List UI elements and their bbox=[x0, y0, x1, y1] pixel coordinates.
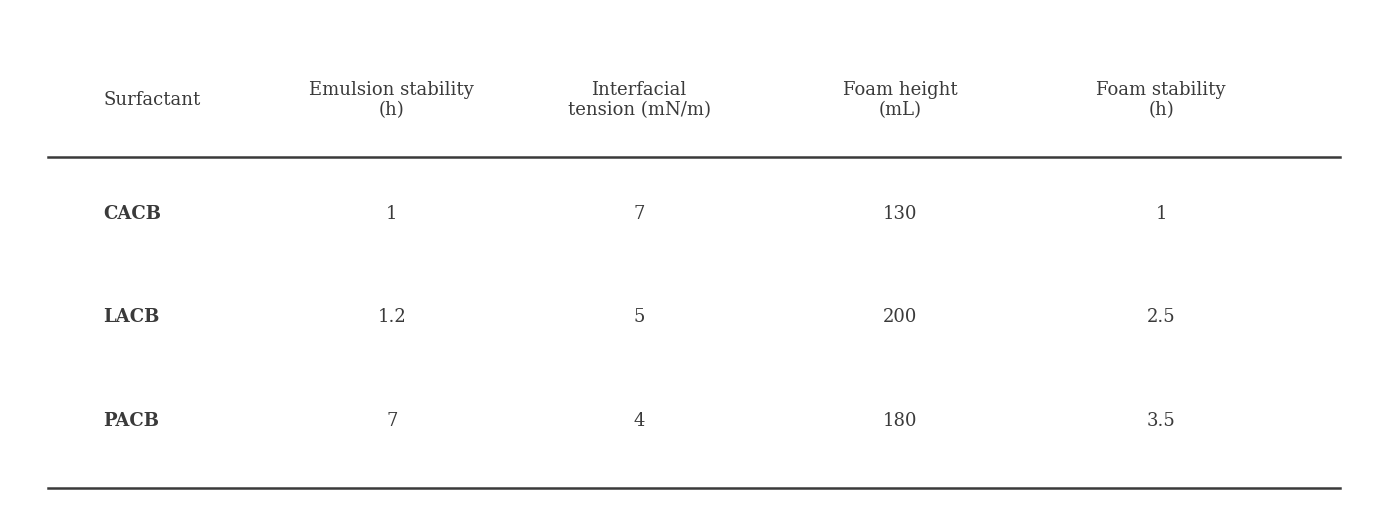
Text: 2.5: 2.5 bbox=[1146, 308, 1176, 326]
Text: 1.2: 1.2 bbox=[378, 308, 407, 326]
Text: 180: 180 bbox=[883, 412, 917, 430]
Text: CACB: CACB bbox=[103, 205, 161, 223]
Text: 130: 130 bbox=[883, 205, 917, 223]
Text: 1: 1 bbox=[386, 205, 397, 223]
Text: Interfacial
tension (mN/m): Interfacial tension (mN/m) bbox=[568, 81, 711, 119]
Text: 1: 1 bbox=[1155, 205, 1167, 223]
Text: LACB: LACB bbox=[103, 308, 160, 326]
Text: PACB: PACB bbox=[103, 412, 160, 430]
Text: 3.5: 3.5 bbox=[1146, 412, 1176, 430]
Text: Foam height
(mL): Foam height (mL) bbox=[843, 81, 958, 119]
Text: 200: 200 bbox=[883, 308, 917, 326]
Text: 4: 4 bbox=[633, 412, 644, 430]
Text: Surfactant: Surfactant bbox=[103, 91, 200, 109]
Text: Emulsion stability
(h): Emulsion stability (h) bbox=[310, 81, 475, 119]
Text: 5: 5 bbox=[633, 308, 644, 326]
Text: Foam stability
(h): Foam stability (h) bbox=[1097, 81, 1226, 119]
Text: 7: 7 bbox=[633, 205, 644, 223]
Text: 7: 7 bbox=[386, 412, 397, 430]
